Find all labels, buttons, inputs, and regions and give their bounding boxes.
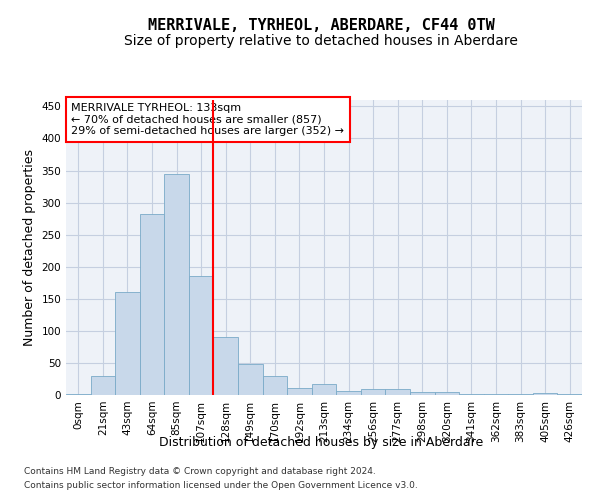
Bar — [336, 391, 361, 395]
Bar — [533, 393, 557, 395]
Bar — [385, 388, 410, 395]
Bar — [140, 214, 164, 395]
Bar — [361, 388, 385, 395]
Bar — [115, 292, 140, 395]
Bar — [459, 394, 484, 395]
Y-axis label: Number of detached properties: Number of detached properties — [23, 149, 36, 346]
Text: Contains public sector information licensed under the Open Government Licence v3: Contains public sector information licen… — [24, 481, 418, 490]
Text: MERRIVALE, TYRHEOL, ABERDARE, CF44 0TW: MERRIVALE, TYRHEOL, ABERDARE, CF44 0TW — [148, 18, 494, 32]
Bar — [410, 392, 434, 395]
Text: MERRIVALE TYRHEOL: 133sqm
← 70% of detached houses are smaller (857)
29% of semi: MERRIVALE TYRHEOL: 133sqm ← 70% of detac… — [71, 103, 344, 136]
Bar — [238, 364, 263, 395]
Bar — [263, 376, 287, 395]
Text: Contains HM Land Registry data © Crown copyright and database right 2024.: Contains HM Land Registry data © Crown c… — [24, 467, 376, 476]
Bar — [484, 394, 508, 395]
Bar — [91, 376, 115, 395]
Bar — [508, 394, 533, 395]
Text: Size of property relative to detached houses in Aberdare: Size of property relative to detached ho… — [124, 34, 518, 48]
Bar — [214, 338, 238, 395]
Bar — [287, 388, 312, 395]
Bar — [189, 276, 214, 395]
Bar — [164, 174, 189, 395]
Bar — [434, 392, 459, 395]
Bar — [557, 394, 582, 395]
Text: Distribution of detached houses by size in Aberdare: Distribution of detached houses by size … — [159, 436, 483, 449]
Bar — [66, 394, 91, 395]
Bar — [312, 384, 336, 395]
